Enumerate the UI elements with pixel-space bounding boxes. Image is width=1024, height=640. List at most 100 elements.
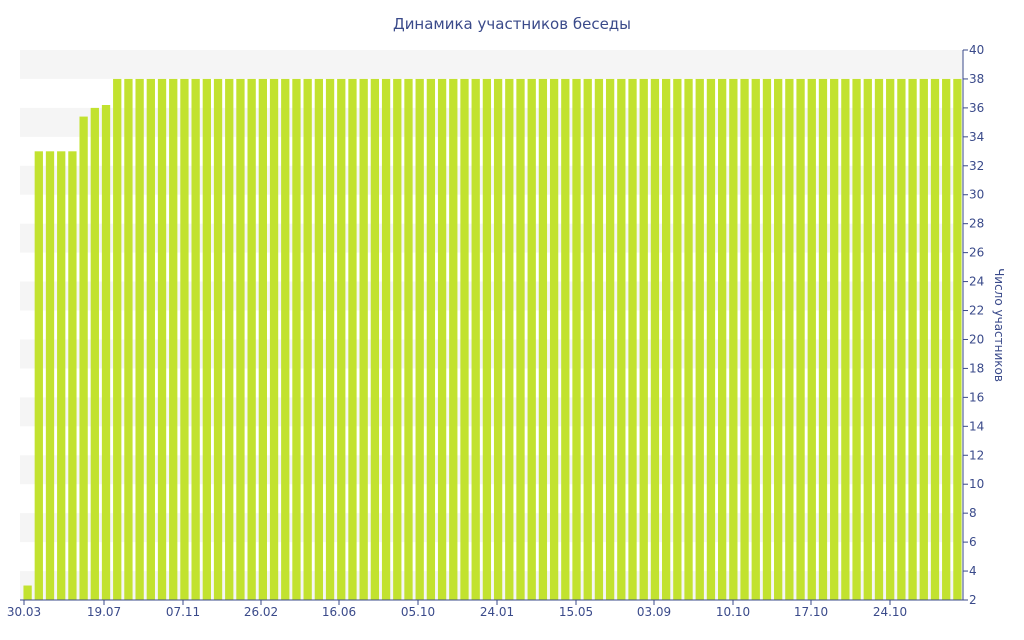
bar xyxy=(381,78,391,600)
x-tick-label: 16.06 xyxy=(322,605,356,619)
y-tick-label: 38 xyxy=(969,72,984,86)
y-tick-label: 26 xyxy=(969,246,984,260)
bar xyxy=(79,116,88,600)
bar xyxy=(729,78,738,600)
bar xyxy=(460,78,469,600)
y-tick-label: 2 xyxy=(969,593,977,607)
y-tick-label: 4 xyxy=(969,564,977,578)
x-tick-label: 07.11 xyxy=(166,605,200,619)
bar xyxy=(325,78,335,600)
bar xyxy=(90,107,99,600)
bar xyxy=(45,151,55,600)
bar xyxy=(292,78,301,600)
bar xyxy=(157,78,167,600)
bar xyxy=(930,78,940,600)
x-tick-label: 03.09 xyxy=(637,605,671,619)
bar xyxy=(471,78,480,600)
bar xyxy=(527,78,536,600)
bar xyxy=(247,78,256,600)
bar xyxy=(661,78,671,600)
x-tick-label: 15.05 xyxy=(559,605,593,619)
bar xyxy=(57,151,66,600)
bar xyxy=(426,78,436,600)
bar xyxy=(751,78,760,600)
bar xyxy=(830,78,839,600)
bar xyxy=(807,78,816,600)
y-tick-label: 10 xyxy=(969,477,984,491)
y-axis-label: Число участников xyxy=(992,268,1006,382)
x-tick-label: 30.03 xyxy=(7,605,41,619)
x-tick-label: 24.10 xyxy=(873,605,907,619)
bar xyxy=(549,78,559,600)
bar xyxy=(449,78,458,600)
bar xyxy=(617,78,626,600)
x-tick-label: 05.10 xyxy=(401,605,435,619)
bar xyxy=(68,151,77,600)
bar xyxy=(650,78,660,600)
bar xyxy=(258,78,267,600)
bar xyxy=(124,78,133,600)
bar xyxy=(718,78,727,600)
bar xyxy=(281,78,290,600)
x-tick-label: 26.02 xyxy=(244,605,278,619)
bar xyxy=(101,105,111,600)
y-tick-label: 32 xyxy=(969,159,984,173)
bar xyxy=(404,78,413,600)
bar xyxy=(113,78,122,600)
bar xyxy=(348,78,357,600)
bar xyxy=(874,78,884,600)
bar xyxy=(225,78,234,600)
bar xyxy=(886,78,895,600)
bar xyxy=(774,78,783,600)
chart-title: Динамика участников беседы xyxy=(393,15,631,33)
bar xyxy=(135,78,144,600)
bar xyxy=(169,78,178,600)
bar xyxy=(740,78,749,600)
bar xyxy=(191,78,200,600)
bar xyxy=(561,78,570,600)
bar xyxy=(953,78,962,600)
bar xyxy=(628,78,637,600)
y-tick-label: 40 xyxy=(969,43,984,57)
bar xyxy=(505,78,514,600)
bar xyxy=(942,78,951,600)
bar xyxy=(202,78,211,600)
bar xyxy=(818,78,828,600)
bar xyxy=(437,78,447,600)
y-tick-label: 20 xyxy=(969,332,984,346)
y-tick-label: 12 xyxy=(969,448,984,462)
bar xyxy=(852,78,861,600)
bar xyxy=(863,78,872,600)
bar xyxy=(897,78,906,600)
x-tick-label: 19.07 xyxy=(87,605,121,619)
bar xyxy=(841,78,850,600)
bar xyxy=(908,78,917,600)
x-axis-ticks: 30.03 19.07 07.11 26.02 16.06 05.10 24.01 15.05… xyxy=(7,600,907,619)
bar xyxy=(706,78,716,600)
bar xyxy=(393,78,402,600)
bar xyxy=(370,78,380,600)
bar xyxy=(695,78,704,600)
y-tick-label: 28 xyxy=(969,217,984,231)
bar xyxy=(919,78,928,600)
bars xyxy=(23,78,962,600)
bar xyxy=(23,585,32,600)
bar xyxy=(415,78,424,600)
bar xyxy=(538,78,548,600)
bar xyxy=(236,78,245,600)
bar xyxy=(673,78,682,600)
bar xyxy=(269,78,279,600)
y-tick-label: 16 xyxy=(969,390,984,404)
bar xyxy=(359,78,368,600)
y-tick-label: 34 xyxy=(969,130,984,144)
bar xyxy=(146,78,155,600)
y-tick-label: 30 xyxy=(969,188,984,202)
bar xyxy=(180,78,189,600)
x-tick-label: 17.10 xyxy=(794,605,828,619)
y-tick-label: 36 xyxy=(969,101,984,115)
bar xyxy=(605,78,615,600)
x-tick-label: 10.10 xyxy=(716,605,750,619)
bar xyxy=(583,78,592,600)
